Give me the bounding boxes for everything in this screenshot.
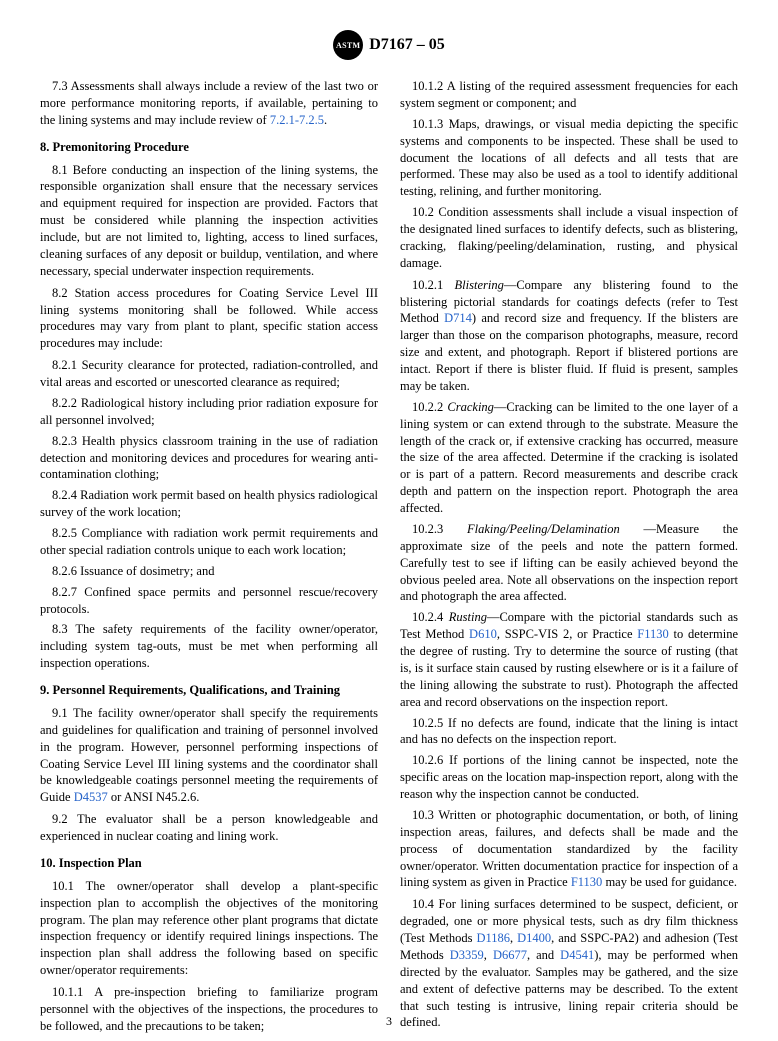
page-header: ASTM D7167 – 05 (40, 30, 738, 60)
para-9-2: 9.2 The evaluator shall be a person know… (40, 811, 378, 845)
ref-d1400: D1400 (517, 931, 551, 945)
para-8-2-7: 8.2.7 Confined space permits and personn… (40, 584, 378, 618)
para-10-2-3: 10.2.3 Flaking/Peeling/Delamination —Mea… (400, 521, 738, 605)
page-number: 3 (0, 1014, 778, 1029)
ref-d4537: D4537 (74, 790, 108, 804)
heading-10: 10. Inspection Plan (40, 855, 378, 872)
para-8-2-1: 8.2.1 Security clearance for protected, … (40, 357, 378, 391)
para-10-2: 10.2 Condition assessments shall include… (400, 204, 738, 272)
ref-d610: D610 (469, 627, 497, 641)
para-10-3: 10.3 Written or photographic documentati… (400, 807, 738, 891)
ref-f1130-a: F1130 (637, 627, 669, 641)
para-8-2-3: 8.2.3 Health physics classroom training … (40, 433, 378, 484)
para-10-1-2: 10.1.2 A listing of the required assessm… (400, 78, 738, 112)
body-columns: 7.3 Assessments shall always include a r… (40, 78, 738, 1037)
para-9-1: 9.1 The facility owner/operator shall sp… (40, 705, 378, 806)
para-10-2-6: 10.2.6 If portions of the lining cannot … (400, 752, 738, 803)
astm-logo-icon: ASTM (333, 30, 363, 60)
para-10-2-4: 10.2.4 Rusting—Compare with the pictoria… (400, 609, 738, 710)
ref-d714: D714 (444, 311, 472, 325)
standard-page: ASTM D7167 – 05 7.3 Assessments shall al… (0, 0, 778, 1041)
ref-d1186: D1186 (476, 931, 510, 945)
ref-7-2-1-7-2-5: 7.2.1-7.2.5 (270, 113, 324, 127)
term-blistering: Blistering (455, 278, 504, 292)
ref-d6677: D6677 (493, 948, 527, 962)
ref-f1130-b: F1130 (571, 875, 603, 889)
ref-d4541: D4541 (560, 948, 594, 962)
para-10-4: 10.4 For lining surfaces determined to b… (400, 896, 738, 1031)
ref-d3359: D3359 (450, 948, 484, 962)
para-10-2-2: 10.2.2 Cracking—Cracking can be limited … (400, 399, 738, 517)
para-8-2-4: 8.2.4 Radiation work permit based on hea… (40, 487, 378, 521)
document-id: D7167 – 05 (369, 36, 445, 54)
para-10-1: 10.1 The owner/operator shall develop a … (40, 878, 378, 979)
para-8-1: 8.1 Before conducting an inspection of t… (40, 162, 378, 280)
term-cracking: Cracking (447, 400, 494, 414)
term-flaking: Flaking/Peeling/Delamination (467, 522, 620, 536)
para-10-1-3: 10.1.3 Maps, drawings, or visual media d… (400, 116, 738, 200)
para-8-2-2: 8.2.2 Radiological history including pri… (40, 395, 378, 429)
para-10-2-1: 10.2.1 Blistering—Compare any blistering… (400, 277, 738, 395)
term-rusting: Rusting (449, 610, 487, 624)
para-8-2: 8.2 Station access procedures for Coatin… (40, 285, 378, 353)
heading-8: 8. Premonitoring Procedure (40, 139, 378, 156)
para-7-3: 7.3 Assessments shall always include a r… (40, 78, 378, 129)
para-8-3: 8.3 The safety requirements of the facil… (40, 621, 378, 672)
para-8-2-5: 8.2.5 Compliance with radiation work per… (40, 525, 378, 559)
para-10-2-5: 10.2.5 If no defects are found, indicate… (400, 715, 738, 749)
para-8-2-6: 8.2.6 Issuance of dosimetry; and (40, 563, 378, 580)
heading-9: 9. Personnel Requirements, Qualification… (40, 682, 378, 699)
